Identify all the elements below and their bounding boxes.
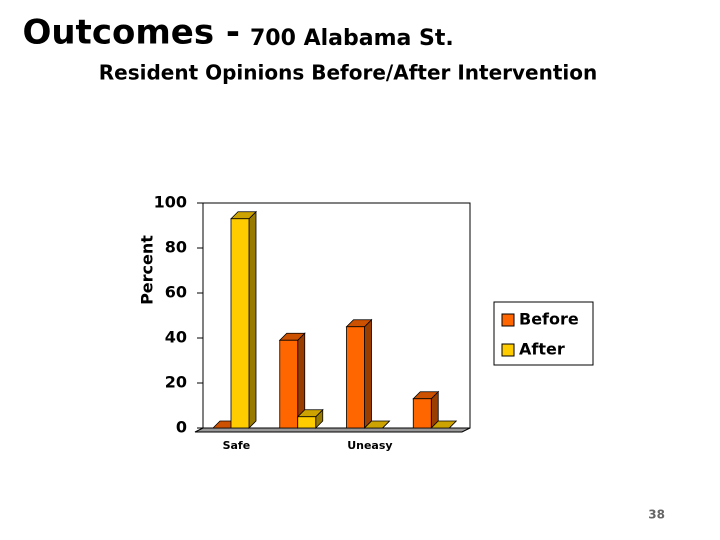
y-tick-label: 0	[176, 418, 187, 437]
bar	[363, 420, 391, 429]
legend-swatch	[501, 313, 515, 327]
bar-face	[412, 398, 432, 429]
bar	[345, 318, 373, 429]
chart-title-location: 700 Alabama St.	[250, 26, 454, 51]
bar-face	[363, 420, 391, 429]
bar	[296, 408, 324, 429]
floor	[194, 427, 471, 433]
chart-subtitle: Resident Opinions Before/After Intervent…	[99, 61, 598, 85]
bar	[230, 210, 257, 429]
bar-face	[248, 210, 257, 429]
legend-swatch	[501, 343, 515, 357]
y-tick-label: 20	[165, 373, 187, 392]
y-tick-label: 100	[154, 193, 187, 212]
legend-label: After	[519, 340, 565, 359]
bar	[278, 332, 306, 429]
legend-label: Before	[519, 310, 579, 329]
bar-face	[364, 318, 372, 429]
bar-face	[430, 420, 458, 429]
page-number: 38	[648, 508, 665, 522]
y-tick-label: 60	[165, 283, 187, 302]
y-axis-label: Percent	[138, 235, 157, 305]
bar	[430, 420, 458, 429]
chart-title: Outcomes -	[22, 13, 240, 53]
bar-face	[297, 416, 317, 429]
x-tick-label: Safe	[223, 439, 251, 452]
bar	[412, 390, 440, 429]
bar-face	[230, 218, 250, 429]
bar-face	[279, 339, 299, 429]
y-tick-label: 40	[165, 328, 187, 347]
y-tick-label: 80	[165, 238, 187, 257]
bar-face	[346, 326, 365, 429]
x-tick-label: Uneasy	[347, 439, 392, 452]
